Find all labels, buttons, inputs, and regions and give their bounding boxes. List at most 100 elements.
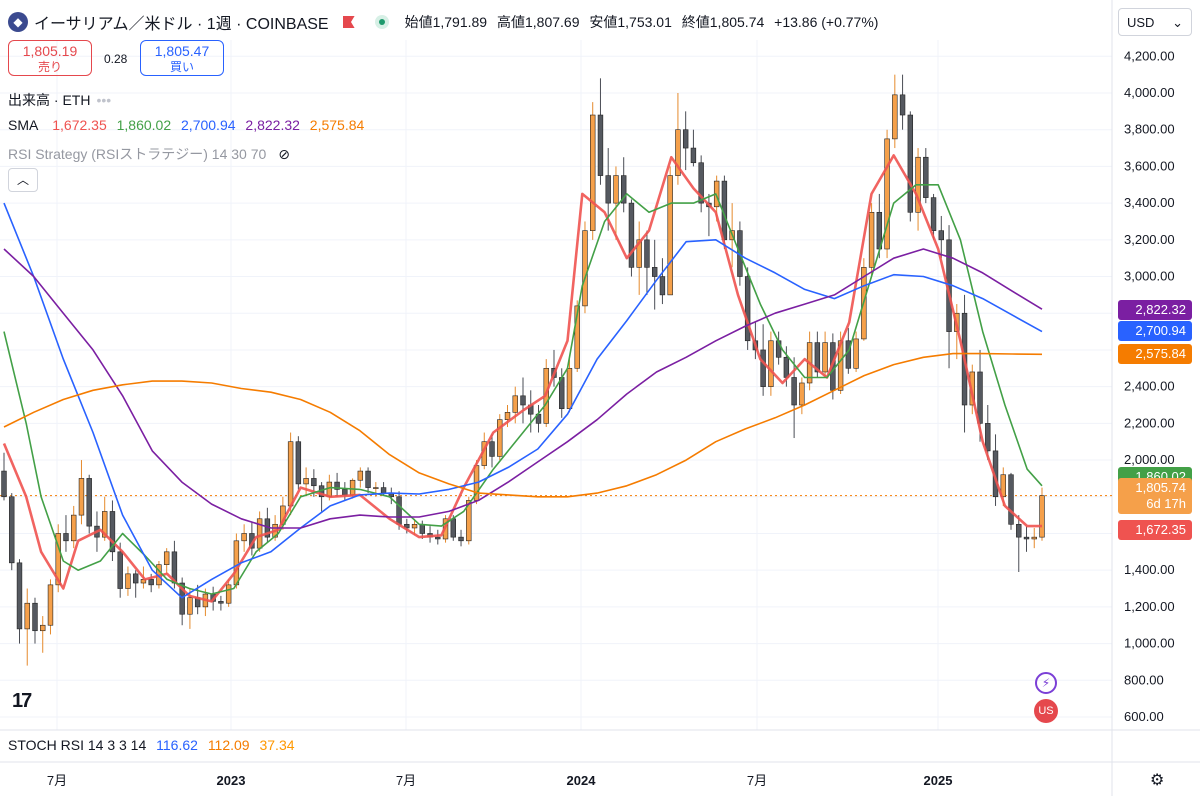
candle-body xyxy=(380,487,387,494)
candle-body xyxy=(102,511,108,538)
sma-legend[interactable]: SMA 1,672.35 1,860.02 2,700.94 2,822.32 … xyxy=(8,117,365,133)
sma-line-red xyxy=(2,154,1042,603)
sell-button[interactable]: 1,805.19 売り xyxy=(8,40,92,76)
candle-body xyxy=(651,267,658,277)
candle-body xyxy=(644,239,650,268)
candle-body xyxy=(574,305,580,369)
chevron-up-icon: ︿ xyxy=(16,173,29,187)
buy-button[interactable]: 1,805.47 買い xyxy=(140,40,224,76)
currency-selector[interactable]: USD ⌄ xyxy=(1118,8,1192,36)
lightning-icon[interactable]: ⚡ xyxy=(1035,672,1057,694)
us-flag-icon[interactable]: US xyxy=(1034,699,1058,723)
candle-body xyxy=(923,156,929,198)
candle-body xyxy=(744,276,751,342)
candle-body xyxy=(55,533,61,586)
y-tick-label: 1,400.00 xyxy=(1124,562,1175,577)
candle-body xyxy=(40,624,46,632)
candle-body xyxy=(32,602,38,632)
candle-body xyxy=(566,367,573,409)
candle-body xyxy=(597,114,604,176)
candle-body xyxy=(690,147,697,164)
price-tag xyxy=(1118,300,1192,320)
candle-body xyxy=(1031,536,1037,540)
candle-body xyxy=(163,551,170,565)
candle-body xyxy=(9,496,15,564)
candle-body xyxy=(892,94,898,140)
sma-line-green xyxy=(3,184,1043,595)
candle-body xyxy=(396,496,402,525)
volume-legend[interactable]: 出来高 · ETH ••• xyxy=(8,92,112,108)
candle-body xyxy=(783,356,790,378)
candle-body xyxy=(512,395,518,413)
candle-body xyxy=(628,202,635,268)
candle-body xyxy=(559,377,565,409)
candle-body xyxy=(179,582,185,615)
x-tick-label: 2025 xyxy=(924,773,953,788)
x-tick-label: 7月 xyxy=(747,773,767,788)
gear-icon[interactable]: ⚙ xyxy=(1150,772,1165,789)
candle-body xyxy=(822,342,828,373)
candle-body xyxy=(148,579,154,586)
candle-body xyxy=(132,573,139,584)
y-tick-label: 4,200.00 xyxy=(1124,48,1175,63)
x-tick-label: 2024 xyxy=(567,773,597,788)
y-tick-label: 1,000.00 xyxy=(1124,636,1175,651)
price-tag xyxy=(1118,478,1192,514)
candle-body xyxy=(86,478,92,527)
candle-body xyxy=(311,478,317,487)
collapse-legend-button[interactable]: ︿ xyxy=(8,168,38,192)
candle-body xyxy=(117,551,123,589)
y-tick-label: 3,400.00 xyxy=(1124,195,1175,210)
candle-body xyxy=(659,276,666,296)
candle-body xyxy=(326,481,333,498)
candle-body xyxy=(768,340,774,387)
candle-body xyxy=(334,481,340,490)
candle-body xyxy=(504,412,511,420)
eye-hidden-icon[interactable]: ⊘ xyxy=(278,146,290,162)
y-tick-label: 3,000.00 xyxy=(1124,269,1175,284)
candle-body xyxy=(590,114,596,231)
y-tick-label: 600.00 xyxy=(1124,709,1164,724)
candle-body xyxy=(985,423,991,452)
candle-body xyxy=(373,487,379,489)
candle-body xyxy=(218,601,224,604)
candle-body xyxy=(419,523,425,534)
candle-body xyxy=(47,584,54,626)
candle-body xyxy=(233,540,240,586)
candle-body xyxy=(791,377,797,406)
stoch-rsi-legend[interactable]: STOCH RSI 14 3 3 14 116.62 112.09 37.34 xyxy=(8,737,295,753)
symbol-title[interactable]: イーサリアム／米ドル · 1週 · COINBASE xyxy=(34,16,329,33)
flag-icon[interactable] xyxy=(342,16,355,28)
symbol-header[interactable]: ◆ イーサリアム／米ドル · 1週 · COINBASE 始値1,791.89 … xyxy=(8,10,878,34)
candle-body xyxy=(884,138,890,250)
candle-body xyxy=(938,230,944,241)
price-tag-label: 2,575.84 xyxy=(1135,346,1186,361)
price-tag-label: 1,805.74 xyxy=(1135,480,1186,495)
candle-body xyxy=(621,175,627,204)
candle-body xyxy=(1008,474,1014,525)
rsi-strategy-legend[interactable]: RSI Strategy (RSIストラテジー) 14 30 70 ⊘ xyxy=(8,146,290,162)
ohlc-readout: 始値1,791.89 高値1,807.69 安値1,753.01 終値1,805… xyxy=(404,14,879,30)
candle-body xyxy=(1000,474,1006,498)
candle-body xyxy=(450,518,456,538)
candle-body xyxy=(675,129,681,176)
candle-body xyxy=(977,371,983,424)
candle-body xyxy=(814,342,821,373)
candle-body xyxy=(16,562,23,630)
candle-body xyxy=(435,536,441,540)
candle-body xyxy=(342,489,348,496)
candle-body xyxy=(357,470,364,481)
candle-body xyxy=(303,478,309,485)
candle-body xyxy=(1,470,7,498)
candle-body xyxy=(930,197,937,231)
y-tick-label: 3,600.00 xyxy=(1124,158,1175,173)
candle-body xyxy=(241,533,247,542)
tradingview-logo[interactable]: 17 xyxy=(12,690,32,712)
candle-body xyxy=(899,94,906,116)
candle-body xyxy=(78,478,85,516)
candle-body xyxy=(1023,536,1030,540)
y-tick-label: 2,200.00 xyxy=(1124,415,1175,430)
candle-body xyxy=(1039,495,1045,538)
candle-body xyxy=(349,479,356,496)
